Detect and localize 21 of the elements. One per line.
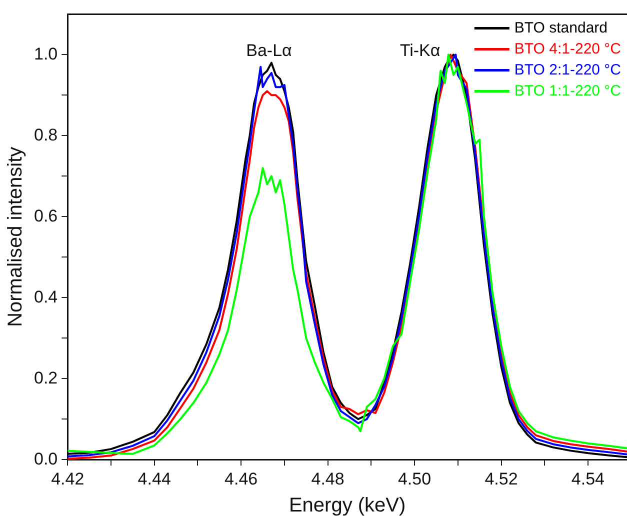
- x-tick-label: 4.42: [51, 469, 84, 488]
- y-axis-title: Normalised intensity: [4, 146, 27, 327]
- y-tick-label: 0.0: [34, 449, 58, 468]
- y-tick-label: 0.8: [34, 125, 58, 144]
- x-tick-label: 4.46: [224, 469, 258, 488]
- x-tick-label: 4.54: [571, 469, 605, 488]
- legend-label: BTO standard: [514, 19, 608, 36]
- y-tick-label: 0.6: [34, 206, 58, 226]
- y-tick-label: 0.4: [34, 287, 58, 306]
- y-tick-label: 0.2: [34, 368, 58, 388]
- x-axis-title: Energy (keV): [288, 494, 406, 517]
- legend-label: BTO 1:1-220 °C: [514, 82, 622, 100]
- annotation: Ba-Lα: [246, 40, 292, 60]
- x-tick-label: 4.52: [484, 469, 518, 488]
- x-tick-label: 4.50: [398, 469, 432, 488]
- x-tick-label: 4.48: [311, 469, 344, 488]
- y-tick-label: 1.0: [34, 44, 58, 64]
- legend-label: BTO 4:1-220 °C: [514, 40, 622, 58]
- annotation: Ti-Kα: [400, 40, 440, 60]
- legend-label: BTO 2:1-220 °C: [514, 61, 622, 78]
- x-tick-label: 4.44: [138, 469, 171, 488]
